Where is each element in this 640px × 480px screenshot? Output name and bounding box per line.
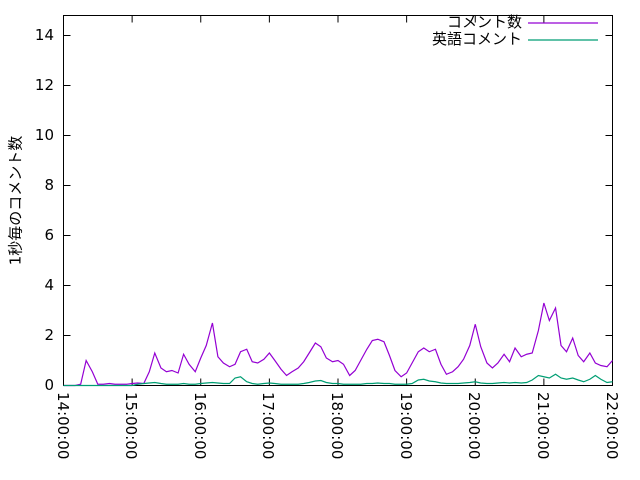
series-line-english-comment [63, 373, 613, 387]
y-tick-label: 2 [44, 325, 54, 344]
series-line-comment-count [63, 302, 613, 387]
y-tick-label: 10 [34, 125, 54, 144]
legend-label-comment-count: コメント数 [446, 13, 522, 31]
x-tick-marks [63, 15, 613, 386]
x-tick-label: 14:00:00 [53, 392, 72, 460]
y-tick-label: 14 [34, 25, 54, 44]
y-tick-label: 6 [44, 225, 54, 244]
y-tick-label: 4 [44, 275, 54, 294]
plot-border [63, 15, 613, 386]
legend-swatch-group [528, 22, 598, 41]
x-tick-label: 20:00:00 [465, 392, 484, 460]
x-tick-label: 15:00:00 [122, 392, 141, 460]
x-tick-label: 21:00:00 [533, 392, 552, 460]
x-tick-label: 18:00:00 [328, 392, 346, 460]
x-tick-label: 19:00:00 [396, 392, 415, 460]
data-series-group [63, 302, 613, 387]
y-tick-label: 8 [44, 175, 54, 194]
x-tick-label: 16:00:00 [190, 392, 209, 460]
x-tick-label: 22:00:00 [602, 392, 621, 460]
legend-label-english-comment: 英語コメント [431, 30, 522, 48]
y-tick-label: 12 [34, 75, 54, 94]
x-tick-label: 17:00:00 [259, 392, 278, 460]
y-tick-label: 0 [44, 375, 54, 394]
